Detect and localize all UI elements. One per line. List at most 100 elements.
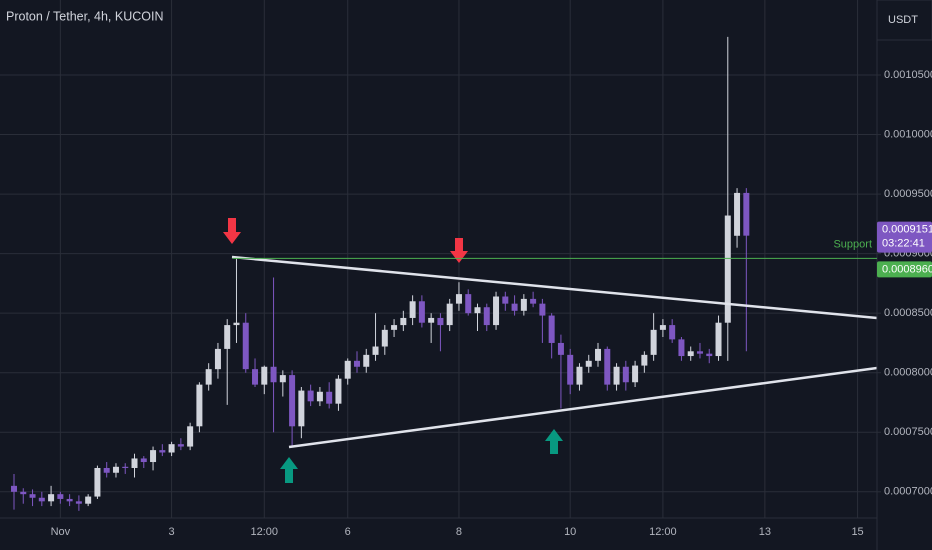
candle-body: [474, 307, 481, 314]
candle-body: [604, 348, 611, 385]
candle-body: [298, 390, 305, 427]
candle-body: [418, 301, 425, 323]
candle-body: [437, 317, 444, 326]
candle-body: [724, 215, 731, 323]
candle-body: [214, 348, 221, 370]
candle-body: [75, 501, 82, 504]
candle-body: [363, 354, 370, 367]
candle-body: [11, 485, 17, 492]
candle-body: [270, 366, 277, 383]
candle-body: [85, 496, 92, 504]
candle-body: [659, 325, 666, 330]
candle-body: [94, 467, 101, 497]
candle-body: [122, 466, 129, 468]
candle-body: [576, 366, 583, 385]
candle-body: [57, 494, 64, 499]
candle-body: [316, 391, 323, 402]
up-arrow: [545, 429, 563, 454]
candle-body: [252, 369, 259, 385]
candle-body: [20, 491, 27, 495]
countdown: 03:22:41: [882, 238, 925, 250]
candle-body: [706, 353, 713, 357]
down-arrow: [223, 218, 241, 244]
trendline: [288, 366, 878, 449]
up-arrow: [280, 457, 298, 483]
currency-box[interactable]: [876, 0, 932, 41]
x-tick-label: 10: [564, 526, 576, 538]
candle-body: [641, 354, 648, 366]
x-tick-label: 13: [759, 526, 771, 538]
y-tick-label: 0.0008500: [884, 307, 932, 319]
candle-body: [159, 450, 166, 453]
y-tick-label: 0.0010500: [884, 69, 932, 81]
candle-body: [446, 303, 453, 326]
chart-title: Proton / Tether, 4h, KUCOIN: [6, 9, 163, 23]
candle-body: [734, 192, 741, 236]
candle-body: [428, 317, 435, 323]
candle-body: [112, 466, 119, 473]
support-price-box: [877, 261, 932, 278]
candle-body: [381, 329, 388, 347]
candle-body: [326, 391, 333, 404]
candle-body: [585, 360, 592, 367]
candle-body: [632, 365, 639, 383]
candle-body: [548, 315, 555, 343]
y-tick-label: 0.0009500: [884, 188, 932, 200]
candle-body: [493, 296, 500, 326]
candle-body: [289, 375, 296, 427]
candle-body: [743, 192, 750, 236]
candle-body: [483, 307, 490, 326]
support-price: 0.0008960: [882, 263, 932, 275]
candle-body: [595, 348, 602, 361]
x-tick-label: 15: [851, 526, 863, 538]
candle-body: [502, 296, 509, 304]
candle-body: [715, 322, 722, 357]
candle-body: [307, 390, 314, 402]
candle-body: [557, 342, 564, 355]
candle-body: [48, 494, 55, 502]
candle-body: [29, 494, 36, 498]
candle-body: [131, 458, 138, 468]
candle-body: [196, 384, 203, 427]
candle-body: [669, 325, 676, 340]
candle-body: [511, 303, 518, 311]
support-label: Support: [833, 238, 872, 250]
candle-body: [187, 426, 194, 447]
candle-body: [150, 450, 157, 463]
y-tick-label: 0.0010000: [884, 128, 932, 140]
candle-body: [177, 444, 184, 447]
last-price-box: [877, 221, 932, 253]
x-tick-label: Nov: [51, 526, 71, 538]
candle-body: [650, 329, 657, 355]
x-tick-label: 12:00: [251, 526, 279, 538]
candle-body: [372, 346, 379, 355]
candle-body: [409, 301, 416, 318]
candle-body: [696, 351, 703, 354]
candle-body: [140, 458, 147, 463]
candle-body: [66, 498, 73, 502]
candle-body: [344, 360, 351, 379]
candle-body: [520, 298, 527, 311]
y-tick-label: 0.0007500: [884, 426, 932, 438]
candle-body: [233, 322, 240, 326]
currency: USDT: [888, 14, 918, 26]
candle-body: [279, 375, 286, 383]
candle-body: [224, 325, 231, 349]
candle-body: [38, 497, 45, 502]
candle-body: [613, 366, 620, 385]
x-tick-label: 6: [345, 526, 351, 538]
candle-body: [567, 354, 574, 385]
trendline: [231, 255, 878, 320]
down-arrow: [450, 238, 468, 263]
candle-body: [353, 360, 360, 367]
last-price: 0.0009151: [882, 224, 932, 236]
candle-body: [455, 294, 462, 304]
candle-body: [242, 322, 249, 370]
candle-body: [205, 369, 212, 385]
candle-body: [539, 303, 546, 316]
candle-body: [465, 294, 472, 314]
candle-body: [168, 444, 175, 453]
candle-body: [687, 351, 694, 357]
